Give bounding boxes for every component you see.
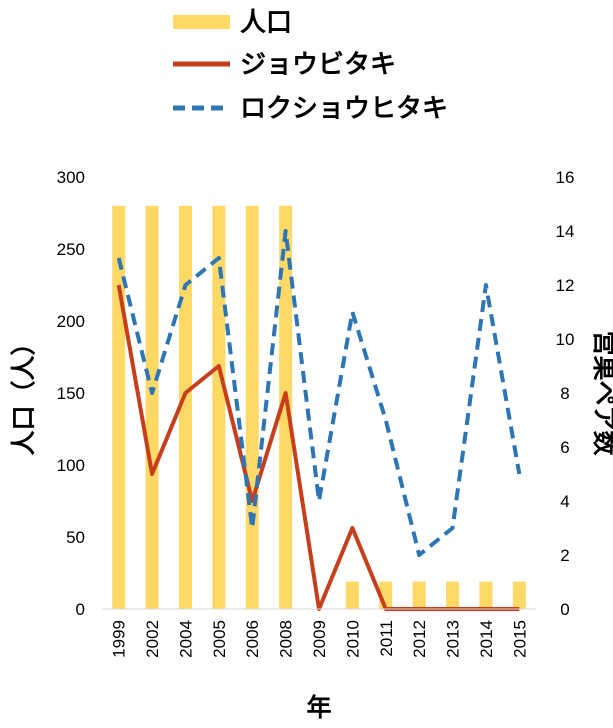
series-line-ジョウビタキ (116, 284, 520, 611)
legend-item-ジョウビタキ: ジョウビタキ (173, 50, 396, 80)
y-left-tick-250: 250 (57, 240, 85, 259)
y-axis-left-title: 人口（人） (9, 330, 38, 455)
y-right-tick-12: 12 (556, 276, 575, 295)
x-tick-2015: 2015 (510, 620, 529, 658)
bar-2006 (245, 205, 259, 610)
x-tick-2004: 2004 (176, 620, 195, 658)
bar-2015 (512, 581, 526, 609)
y-left-tick-150: 150 (57, 384, 85, 403)
bar-2005 (212, 205, 226, 610)
bars-layer (112, 205, 526, 610)
y-left-tick-300: 300 (57, 168, 85, 187)
legend-item-ロクショウヒタキ: ロクショウヒタキ (173, 94, 448, 124)
bar-2013 (446, 581, 460, 609)
y-right-tick-0: 0 (560, 600, 569, 619)
lines-layer (116, 229, 522, 611)
y-right-tick-2: 2 (560, 546, 569, 565)
y-left-tick-200: 200 (57, 312, 85, 331)
y-left-tick-50: 50 (66, 528, 85, 547)
y-axis-right-title: 営巣ペア数 (590, 330, 613, 456)
y-right-tick-16: 16 (556, 168, 575, 187)
x-tick-2010: 2010 (343, 620, 362, 658)
y-right-tick-10: 10 (556, 330, 575, 349)
x-tick-2005: 2005 (210, 620, 229, 658)
y-right-tick-4: 4 (560, 492, 569, 511)
x-axis-title: 年 (306, 693, 331, 722)
bar-2004 (178, 205, 192, 610)
bar-2012 (412, 581, 426, 609)
x-tick-2011: 2011 (377, 620, 396, 657)
axes-layer: 0 50 100 150 200 250 300 0 2 4 6 8 10 12 14 16 1999 2002 2… (57, 168, 575, 658)
legend-swatch-bar (173, 15, 230, 29)
x-tick-2008: 2008 (277, 620, 296, 658)
bar-2014 (479, 581, 493, 609)
y-right-tick-8: 8 (560, 384, 569, 403)
x-tick-1999: 1999 (110, 620, 129, 658)
y-right-tick-6: 6 (560, 438, 569, 457)
y-left-tick-0: 0 (76, 600, 85, 619)
y-left-tick-100: 100 (57, 456, 85, 475)
legend-label: ジョウビタキ (240, 50, 396, 80)
series-line-ロクショウヒタキ (116, 229, 522, 557)
legend-item-人口: 人口 (173, 8, 292, 38)
x-tick-2012: 2012 (410, 620, 429, 658)
bar-2002 (145, 205, 159, 610)
x-tick-2014: 2014 (477, 620, 496, 658)
bar-2010 (345, 581, 359, 609)
x-tick-2013: 2013 (444, 620, 463, 658)
legend-label: 人口 (240, 8, 292, 38)
x-tick-2009: 2009 (310, 620, 329, 658)
axis-titles: 人口（人） 営巣ペア数 年 (9, 330, 613, 722)
y-right-tick-14: 14 (556, 222, 575, 241)
x-tick-2006: 2006 (243, 620, 262, 658)
x-tick-2002: 2002 (143, 620, 162, 658)
legend-label: ロクショウヒタキ (240, 94, 448, 124)
bar-2008 (279, 205, 293, 610)
